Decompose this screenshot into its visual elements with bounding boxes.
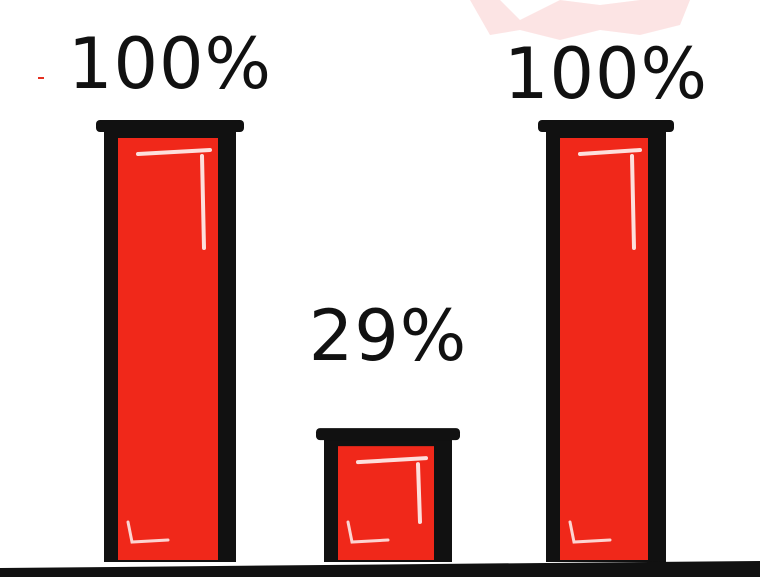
red-fleck <box>38 77 44 79</box>
bar-2 <box>316 428 460 562</box>
bar-highlight <box>356 456 428 524</box>
bar-highlight <box>136 148 212 250</box>
bar-3 <box>538 120 674 562</box>
labels-layer: 100% 29% 100% <box>68 23 708 377</box>
bar-top-cap <box>316 428 460 441</box>
bar-highlight <box>578 148 642 250</box>
bars-layer <box>96 120 674 562</box>
x-axis-baseline <box>0 561 760 577</box>
bar-value-label: 29% <box>309 295 468 377</box>
bar-value-label: 100% <box>504 33 708 115</box>
bar-1 <box>96 120 244 562</box>
bar-top-cap <box>96 120 244 132</box>
bar-top-cap <box>538 120 674 132</box>
bar-highlight-bottom <box>126 520 170 544</box>
bar-highlight-bottom <box>346 520 390 544</box>
bar-value-label: 100% <box>68 23 272 105</box>
background-smudge <box>470 0 690 40</box>
bar-highlight-bottom <box>568 520 612 544</box>
